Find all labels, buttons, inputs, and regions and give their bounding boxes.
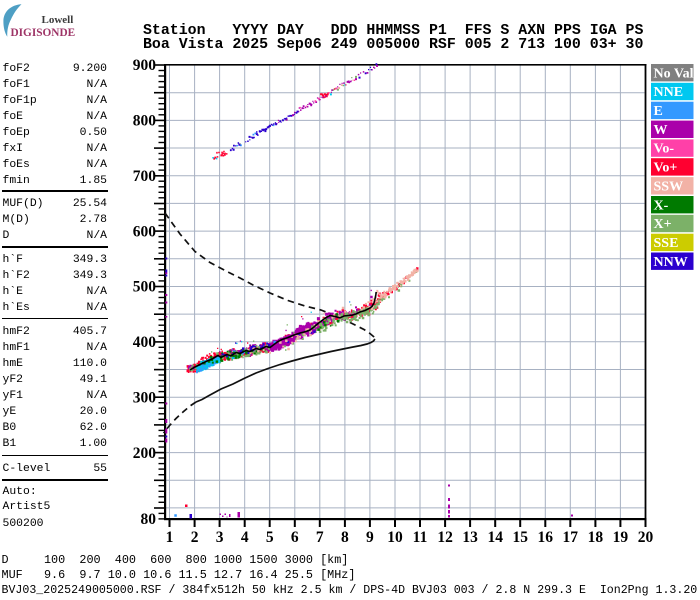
svg-text:DIGISONDE: DIGISONDE — [11, 27, 76, 39]
svg-text:14: 14 — [487, 529, 503, 546]
svg-text:20: 20 — [638, 529, 654, 546]
svg-text:500: 500 — [133, 279, 157, 296]
svg-text:No Val: No Val — [654, 66, 694, 81]
svg-text:6: 6 — [291, 529, 299, 546]
svg-text:17: 17 — [563, 529, 579, 546]
svg-text:8: 8 — [341, 529, 349, 546]
svg-text:18: 18 — [588, 529, 604, 546]
svg-text:Vo+: Vo+ — [654, 161, 678, 176]
svg-text:1: 1 — [166, 529, 174, 546]
svg-text:9: 9 — [366, 529, 374, 546]
svg-text:13: 13 — [462, 529, 478, 546]
svg-text:Vo-: Vo- — [654, 142, 675, 157]
svg-text:10: 10 — [387, 529, 403, 546]
svg-text:E: E — [654, 104, 663, 119]
svg-text:80: 80 — [141, 511, 157, 528]
svg-text:900: 900 — [133, 57, 157, 74]
svg-text:NNW: NNW — [654, 255, 688, 270]
svg-text:16: 16 — [538, 529, 554, 546]
svg-text:19: 19 — [613, 529, 629, 546]
svg-text:SSW: SSW — [654, 179, 684, 194]
svg-text:NNE: NNE — [654, 85, 684, 100]
svg-text:3: 3 — [216, 529, 224, 546]
svg-text:X+: X+ — [654, 217, 672, 232]
svg-text:5: 5 — [266, 529, 274, 546]
svg-text:2: 2 — [191, 529, 199, 546]
svg-text:11: 11 — [413, 529, 428, 546]
svg-text:700: 700 — [133, 168, 157, 185]
svg-text:800: 800 — [133, 113, 157, 130]
svg-text:X-: X- — [654, 198, 669, 213]
svg-text:600: 600 — [133, 223, 157, 240]
svg-text:400: 400 — [133, 334, 157, 351]
svg-text:W: W — [654, 123, 668, 138]
svg-text:SSE: SSE — [654, 236, 679, 251]
svg-text:7: 7 — [316, 529, 324, 546]
svg-text:12: 12 — [437, 529, 453, 546]
svg-text:200: 200 — [133, 445, 157, 462]
svg-text:Lowell: Lowell — [42, 14, 74, 26]
svg-text:4: 4 — [241, 529, 249, 546]
svg-text:15: 15 — [512, 529, 528, 546]
svg-text:300: 300 — [133, 389, 157, 406]
